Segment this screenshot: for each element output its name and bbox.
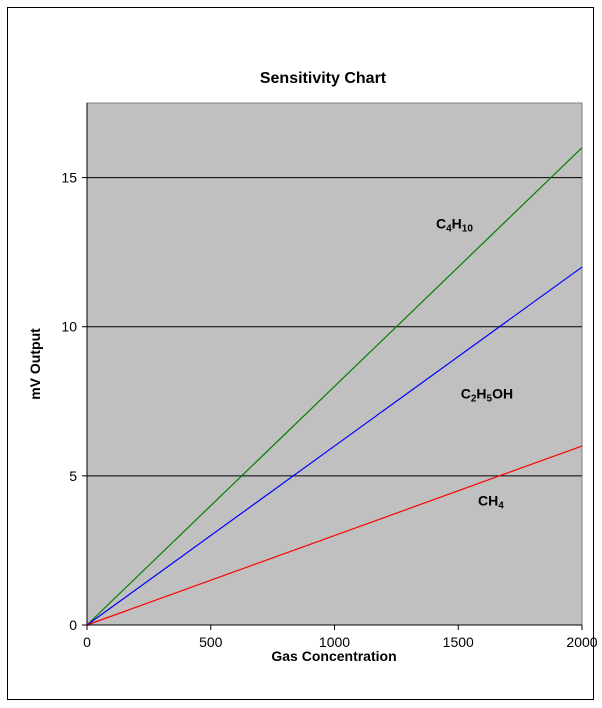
series-lines — [86, 147, 583, 626]
series-label-ch4: CH4 — [478, 493, 504, 512]
chart-title: Sensitivity Chart — [260, 70, 387, 87]
y-axis-title: mV Output — [27, 328, 43, 400]
y-tick-label: 10 — [61, 319, 77, 335]
y-tick-label: 0 — [69, 617, 77, 633]
series-line-ch4 — [86, 445, 583, 626]
y-tick-label: 15 — [61, 170, 77, 186]
x-axis-title: Gas Concentration — [271, 648, 396, 664]
x-tick-label: 1500 — [443, 634, 474, 650]
x-tick-labels: 0 500 1000 1500 2000 — [83, 625, 598, 650]
y-tick-label: 5 — [69, 468, 77, 484]
series-label-c2h5oh: C2H5OH — [461, 385, 513, 404]
x-tick-label: 1000 — [319, 634, 350, 650]
series-label-c4h10: C4H10 — [436, 215, 473, 234]
x-tick-label: 2000 — [566, 634, 597, 650]
x-tick-label: 500 — [199, 634, 223, 650]
y-tick-labels: 0 5 10 15 — [61, 170, 87, 633]
series-labels: C4H10 C2H5OH CH4 — [436, 215, 513, 511]
plot-area — [86, 102, 583, 626]
series-line-c2h5oh — [86, 266, 583, 626]
series-line-c4h10 — [86, 147, 583, 626]
x-tick-label: 0 — [83, 634, 91, 650]
